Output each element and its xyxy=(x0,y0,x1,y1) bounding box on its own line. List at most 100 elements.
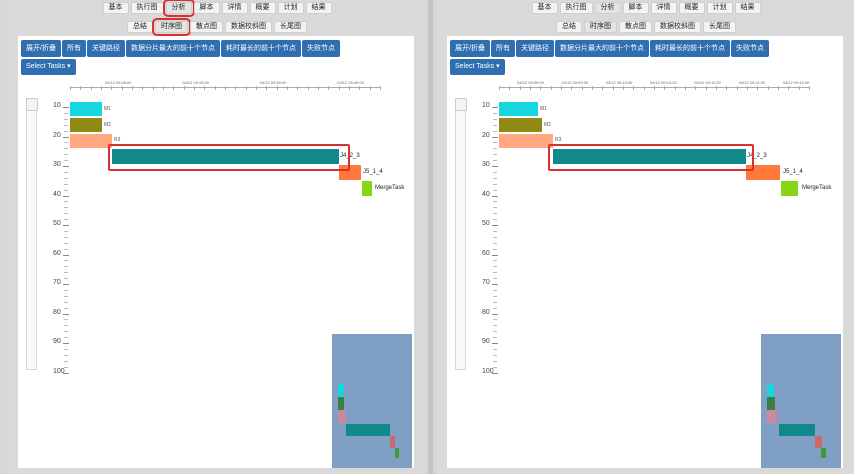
y-tick-label: 40 xyxy=(472,191,502,201)
slider-handle[interactable] xyxy=(455,98,467,111)
bar-label-m2: M2 xyxy=(104,122,111,128)
minimap[interactable] xyxy=(332,334,412,468)
tab-data-skew[interactable]: 数据校斜图 xyxy=(654,21,701,33)
y-tick-text: 10 xyxy=(482,102,490,109)
tab-scatter[interactable]: 散点图 xyxy=(619,21,652,33)
y-tick-text: 60 xyxy=(53,249,61,257)
x-axis: 04/12 09:08:00 04/12 09:19:00 04/12 09:30:… xyxy=(70,74,381,90)
vertical-zoom-slider[interactable] xyxy=(26,98,38,370)
tab-script[interactable]: 脚本 xyxy=(622,2,649,14)
tab-basic[interactable]: 基本 xyxy=(531,2,558,14)
y-tick-text: 30 xyxy=(53,161,61,168)
toolbar: 展开/折叠 所有 关键路径 数据分片最大的前十个节点 耗时最长的前十个节点 失败节点 xyxy=(450,40,770,58)
y-tick-text: 70 xyxy=(482,279,490,286)
vertical-zoom-slider[interactable] xyxy=(455,98,467,370)
expand-collapse-button[interactable]: 展开/折叠 xyxy=(450,40,490,57)
y-tick-text: 100 xyxy=(482,367,494,375)
y-tick-text: 50 xyxy=(482,220,490,227)
top10-longest-button[interactable]: 耗时最长的前十个节点 xyxy=(649,40,730,57)
y-tick-label: 20 xyxy=(43,132,73,142)
tab-analysis[interactable]: 分析 xyxy=(594,2,621,14)
bar-r3[interactable] xyxy=(70,134,112,148)
tab-result[interactable]: 结果 xyxy=(734,2,761,14)
tab-analysis[interactable]: 分析 xyxy=(162,0,195,17)
select-tasks-dropdown[interactable]: Select Tasks ▾ xyxy=(450,59,505,75)
bar-mergetask[interactable] xyxy=(362,181,372,196)
y-tick-text: 70 xyxy=(53,279,61,286)
pane-divider[interactable] xyxy=(428,0,433,474)
y-tick-label: 50 xyxy=(472,220,502,230)
top-tabs: 基本 执行图 分析 脚本 详情 概要 计划 结果 xyxy=(437,2,854,14)
tab-timeline[interactable]: 时序图 xyxy=(152,18,191,36)
y-tick-label: 90 xyxy=(43,338,73,348)
bar-j5-1-4[interactable] xyxy=(339,165,361,180)
y-tick-label: 60 xyxy=(43,250,73,260)
tab-long-tail[interactable]: 长尾图 xyxy=(274,21,307,33)
bar-m2[interactable] xyxy=(499,118,542,132)
critical-path-button[interactable]: 关键路径 xyxy=(515,40,554,57)
y-tick-label: 100 xyxy=(43,368,73,378)
bar-m1[interactable] xyxy=(499,102,538,116)
tab-long-tail[interactable]: 长尾图 xyxy=(703,21,736,33)
y-tick-label: 70 xyxy=(472,279,502,289)
tab-overview[interactable]: 概要 xyxy=(678,2,705,14)
minimap[interactable] xyxy=(761,334,841,468)
y-tick-label: 20 xyxy=(472,132,502,142)
y-tick-label: 90 xyxy=(472,338,502,348)
tab-summary[interactable]: 总结 xyxy=(127,21,153,33)
bar-mergetask[interactable] xyxy=(781,181,798,196)
y-tick-label: 80 xyxy=(472,309,502,319)
tab-summary[interactable]: 总结 xyxy=(556,21,582,33)
bar-j4-2-3[interactable] xyxy=(553,149,746,164)
bar-label-r3: R3 xyxy=(114,137,121,143)
bar-j4-2-3[interactable] xyxy=(112,149,339,164)
select-tasks-dropdown[interactable]: Select Tasks ▾ xyxy=(21,59,76,75)
tab-timeline[interactable]: 时序图 xyxy=(584,21,617,33)
y-axis: 10 20 30 40 50 60 70 80 90 100 xyxy=(472,94,502,384)
y-tick-text: 20 xyxy=(482,131,490,139)
bar-label-m2: M2 xyxy=(544,122,551,128)
all-button[interactable]: 所有 xyxy=(61,40,86,57)
tab-plan[interactable]: 计划 xyxy=(706,2,733,14)
bar-r3[interactable] xyxy=(499,134,553,148)
x-tick-label: 04/12 09:10:00 xyxy=(605,80,633,85)
y-tick-label: 80 xyxy=(43,309,73,319)
top10-longest-button[interactable]: 耗时最长的前十个节点 xyxy=(220,40,301,57)
bar-label-mergetask: MergeTask xyxy=(802,185,832,191)
failed-nodes-button[interactable]: 失败节点 xyxy=(301,40,340,57)
x-tick-label: 04/12 09:09:00 xyxy=(517,80,544,85)
tab-execution-graph[interactable]: 执行图 xyxy=(559,2,593,14)
y-tick-text: 10 xyxy=(53,102,61,109)
y-tick-text: 50 xyxy=(53,220,61,227)
critical-path-button[interactable]: 关键路径 xyxy=(86,40,125,57)
x-tick-label: 04/12 09:40:00 xyxy=(337,80,364,85)
failed-nodes-button[interactable]: 失败节点 xyxy=(730,40,769,57)
x-tick-label: 04/12 09:30:00 xyxy=(259,80,287,85)
bar-m2[interactable] xyxy=(70,118,102,132)
y-tick-text: 60 xyxy=(482,249,490,257)
tab-overview[interactable]: 概要 xyxy=(249,2,276,14)
tab-details[interactable]: 详情 xyxy=(221,2,248,14)
top10-data-shards-button[interactable]: 数据分片最大的前十个节点 xyxy=(554,40,649,57)
y-tick-label: 60 xyxy=(472,250,502,260)
y-tick-label: 30 xyxy=(43,161,73,171)
top10-data-shards-button[interactable]: 数据分片最大的前十个节点 xyxy=(125,40,220,57)
bar-label-mergetask: MergeTask xyxy=(375,185,405,191)
all-button[interactable]: 所有 xyxy=(490,40,515,57)
tab-execution-graph[interactable]: 执行图 xyxy=(130,2,164,14)
y-tick-label: 40 xyxy=(43,191,73,201)
tab-details[interactable]: 详情 xyxy=(650,2,677,14)
bar-m1[interactable] xyxy=(70,102,102,116)
y-tick-text: 90 xyxy=(53,338,61,345)
bar-j5-1-4[interactable] xyxy=(746,165,780,180)
tab-data-skew[interactable]: 数据校斜图 xyxy=(225,21,272,33)
tab-scatter[interactable]: 散点图 xyxy=(190,21,223,33)
tab-basic[interactable]: 基本 xyxy=(102,2,129,14)
tab-script[interactable]: 脚本 xyxy=(193,2,220,14)
tab-result[interactable]: 结果 xyxy=(305,2,332,14)
expand-collapse-button[interactable]: 展开/折叠 xyxy=(21,40,61,57)
x-axis: 04/12 09:09:00 04/12 09:09:30 04/12 09:10:… xyxy=(499,74,810,90)
tab-plan[interactable]: 计划 xyxy=(277,2,304,14)
slider-handle[interactable] xyxy=(26,98,38,111)
toolbar: 展开/折叠 所有 关键路径 数据分片最大的前十个节点 耗时最长的前十个节点 失败节点 xyxy=(21,40,341,58)
